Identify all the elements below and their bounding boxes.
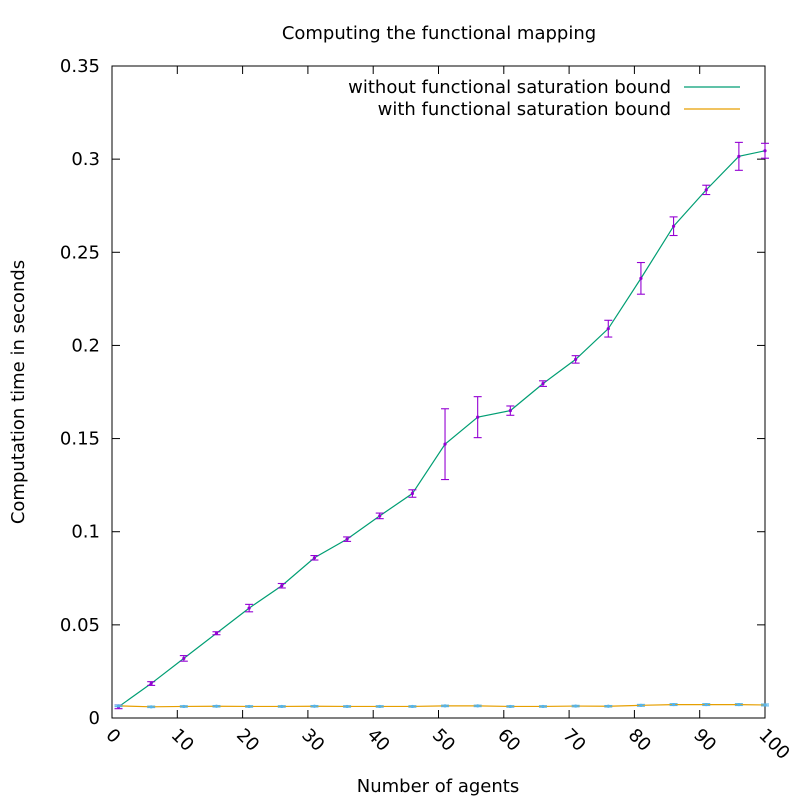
data-point bbox=[476, 415, 480, 419]
data-point bbox=[280, 584, 284, 588]
data-point bbox=[312, 556, 317, 560]
y-tick-label: 0.35 bbox=[60, 56, 100, 77]
data-point bbox=[182, 704, 186, 709]
data-point bbox=[443, 442, 447, 446]
data-point bbox=[149, 681, 153, 686]
data-point bbox=[639, 276, 643, 280]
data-point bbox=[247, 704, 251, 709]
data-point bbox=[763, 149, 767, 153]
y-tick-label: 0 bbox=[89, 708, 100, 729]
data-point bbox=[574, 357, 578, 361]
data-point bbox=[443, 704, 447, 708]
legend-label: with functional saturation bound bbox=[378, 99, 671, 120]
data-point bbox=[639, 703, 643, 707]
data-point bbox=[410, 491, 414, 496]
data-point bbox=[737, 702, 741, 707]
data-point bbox=[763, 703, 767, 707]
y-tick-label: 0.2 bbox=[71, 335, 100, 356]
data-point bbox=[737, 154, 741, 158]
data-point bbox=[574, 704, 578, 708]
y-tick-label: 0.25 bbox=[60, 242, 100, 263]
legend: without functional saturation boundwith … bbox=[348, 77, 740, 120]
data-point bbox=[704, 702, 708, 707]
data-point bbox=[476, 704, 480, 708]
legend-label: without functional saturation bound bbox=[348, 77, 671, 98]
data-point bbox=[214, 631, 219, 635]
y-axis-label: Computation time in seconds bbox=[8, 260, 29, 524]
data-point bbox=[378, 514, 382, 518]
data-point bbox=[541, 704, 545, 709]
chart-title: Computing the functional mapping bbox=[282, 23, 596, 44]
data-point bbox=[671, 224, 676, 228]
y-tick-label: 0.15 bbox=[60, 429, 100, 450]
data-point bbox=[410, 704, 414, 709]
data-point bbox=[116, 704, 121, 708]
data-point bbox=[214, 704, 219, 708]
data-point bbox=[345, 704, 349, 709]
y-tick-label: 0.3 bbox=[71, 149, 100, 170]
data-point bbox=[247, 606, 251, 610]
data-point bbox=[345, 537, 349, 541]
data-point bbox=[704, 188, 708, 192]
y-tick-label: 0.1 bbox=[71, 522, 100, 543]
data-point bbox=[606, 327, 610, 331]
data-point bbox=[312, 704, 317, 708]
x-axis-label: Number of agents bbox=[357, 776, 519, 797]
data-point bbox=[671, 702, 676, 707]
data-point bbox=[606, 704, 610, 708]
data-point bbox=[541, 382, 545, 386]
y-tick-label: 0.05 bbox=[60, 615, 100, 636]
data-point bbox=[508, 704, 512, 709]
data-point bbox=[378, 704, 382, 709]
data-point bbox=[508, 409, 512, 413]
data-point bbox=[182, 656, 186, 660]
data-point bbox=[149, 705, 153, 709]
data-point bbox=[280, 704, 284, 709]
